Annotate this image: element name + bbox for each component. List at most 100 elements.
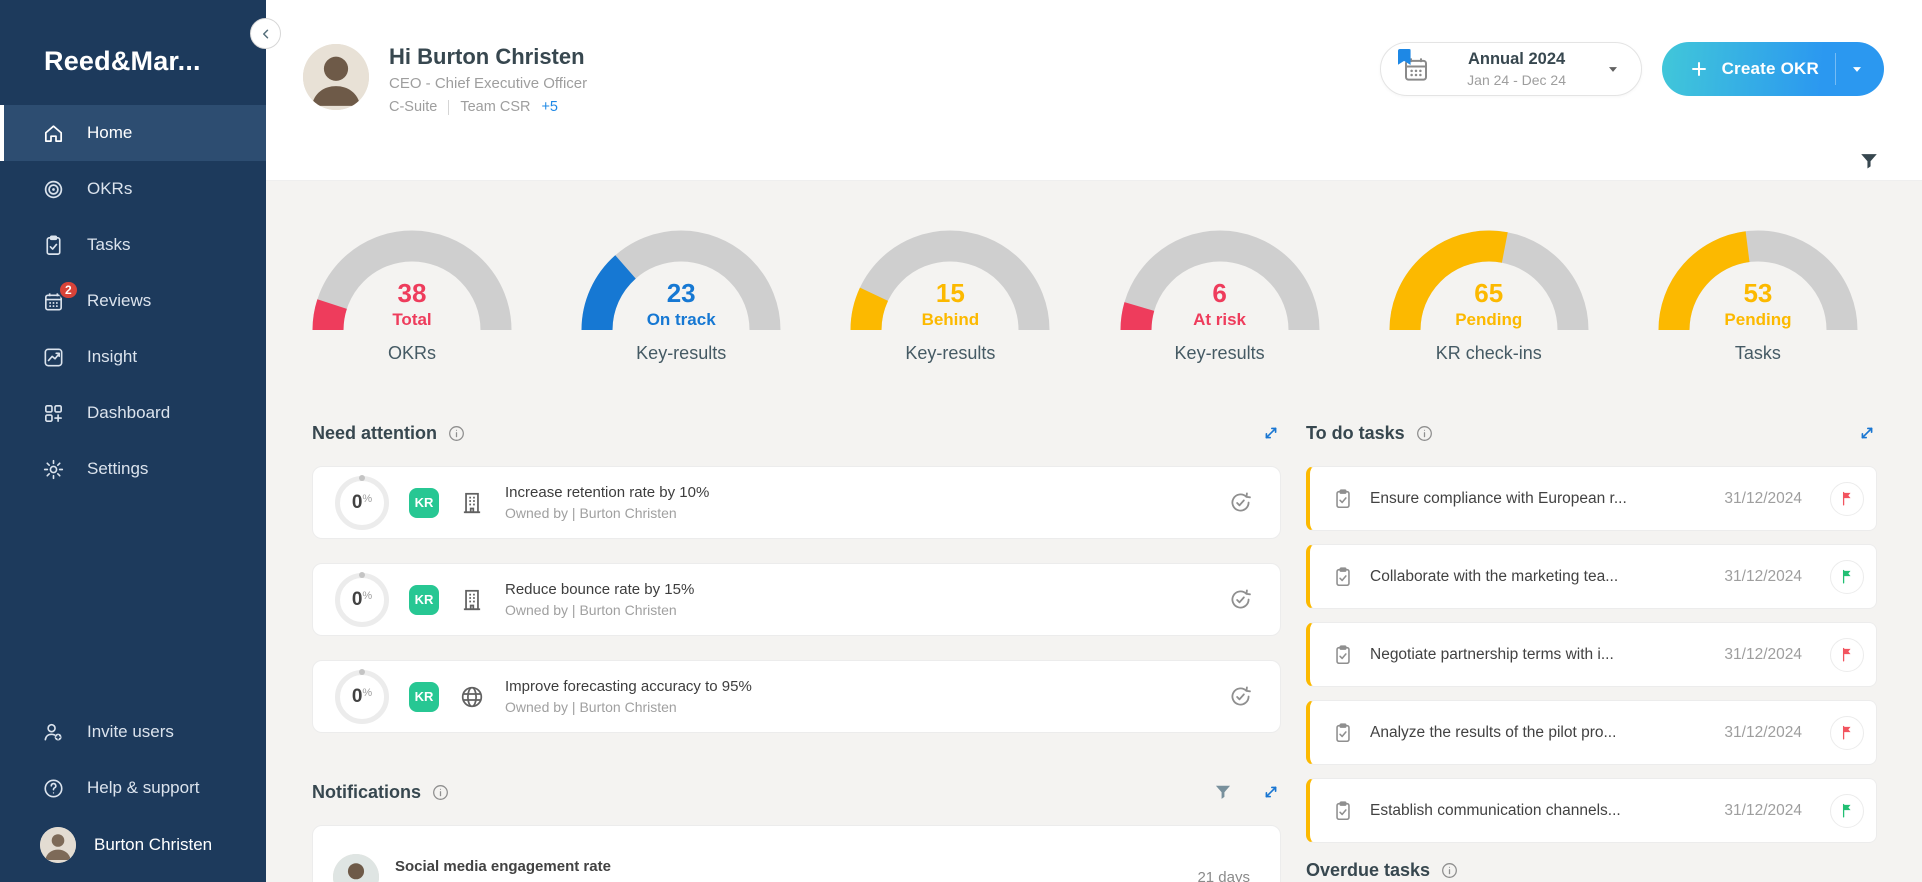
plus-icon <box>1688 58 1710 80</box>
task-title: Analyze the results of the pilot pro... <box>1370 724 1708 742</box>
priority-flag-button[interactable] <box>1830 716 1864 750</box>
app-root: Reed&Mar... Home OKRs Tasks Reviews 2 In… <box>0 0 1922 882</box>
sidebar-item-label: OKRs <box>87 179 132 199</box>
need-attention-card[interactable]: 0% KR Improve forecasting accuracy to 95… <box>312 660 1281 733</box>
check-in-icon[interactable] <box>1227 489 1254 516</box>
gauge-key-results-on-track: 23 On track Key-results <box>581 230 781 364</box>
sidebar-item-home[interactable]: Home <box>0 105 266 161</box>
task-card[interactable]: Analyze the results of the pilot pro... … <box>1306 700 1877 765</box>
gauge-status: Behind <box>850 310 1050 330</box>
team-primary: C-Suite <box>389 99 437 115</box>
filter-icon[interactable] <box>1213 782 1233 802</box>
dashboard-icon <box>42 402 65 425</box>
period-range: Jan 24 - Dec 24 <box>1447 72 1587 88</box>
sidebar-item-tasks[interactable]: Tasks <box>0 217 266 273</box>
task-card[interactable]: Collaborate with the marketing tea... 31… <box>1306 544 1877 609</box>
sidebar-nav: Home OKRs Tasks Reviews 2 Insight Dashbo… <box>0 105 266 497</box>
gauge-tasks-pending: 53 Pending Tasks <box>1658 230 1858 364</box>
kr-title: Increase retention rate by 10% <box>505 484 709 501</box>
gauge-category: Key-results <box>850 343 1050 364</box>
task-title: Ensure compliance with European r... <box>1370 490 1708 508</box>
page-header: Hi Burton Christen CEO - Chief Executive… <box>266 0 1922 181</box>
info-icon[interactable] <box>447 424 466 443</box>
user-avatar <box>40 827 76 863</box>
task-card[interactable]: Establish communication channels... 31/1… <box>1306 778 1877 843</box>
priority-flag-button[interactable] <box>1830 482 1864 516</box>
create-okr-dropdown-caret[interactable] <box>1836 59 1878 79</box>
sidebar-item-invite-users[interactable]: Invite users <box>0 704 266 760</box>
gauge-key-results-at-risk: 6 At risk Key-results <box>1120 230 1320 364</box>
task-due-date: 31/12/2024 <box>1724 724 1802 742</box>
progress-ring: 0% <box>335 573 389 627</box>
sidebar-item-insight[interactable]: Insight <box>0 329 266 385</box>
priority-flag-button[interactable] <box>1830 638 1864 672</box>
period-selector[interactable]: Annual 2024 Jan 24 - Dec 24 <box>1380 42 1642 96</box>
notification-title: Social media engagement rate <box>395 858 611 875</box>
progress-value: 0 <box>352 589 363 610</box>
sidebar-user[interactable]: Burton Christen <box>0 816 266 874</box>
kr-title: Improve forecasting accuracy to 95% <box>505 678 752 695</box>
task-card[interactable]: Ensure compliance with European r... 31/… <box>1306 466 1877 531</box>
caret-down-icon <box>1603 59 1623 79</box>
create-okr-button[interactable]: Create OKR <box>1662 42 1884 96</box>
period-title: Annual 2024 <box>1447 50 1587 69</box>
kr-badge: KR <box>409 682 439 712</box>
sidebar-item-settings[interactable]: Settings <box>0 441 266 497</box>
gauge-value: 65 <box>1389 278 1589 309</box>
task-title: Negotiate partnership terms with i... <box>1370 646 1708 664</box>
progress-unit: % <box>362 687 372 699</box>
expand-icon[interactable] <box>1261 782 1281 802</box>
kr-owner: Owned by | Burton Christen <box>505 602 694 618</box>
notification-avatar <box>333 854 379 882</box>
need-attention-card[interactable]: 0% KR Increase retention rate by 10% Own… <box>312 466 1281 539</box>
notification-card[interactable]: Social media engagement rate Edwardo has… <box>312 825 1281 882</box>
help-circle-icon <box>42 777 65 800</box>
gauge-value: 23 <box>581 278 781 309</box>
sidebar-item-okrs[interactable]: OKRs <box>0 161 266 217</box>
team-more-link[interactable]: +5 <box>541 99 558 115</box>
task-due-date: 31/12/2024 <box>1724 490 1802 508</box>
need-attention-card[interactable]: 0% KR Reduce bounce rate by 15% Owned by… <box>312 563 1281 636</box>
info-icon[interactable] <box>1415 424 1434 443</box>
gauge-status: On track <box>581 310 781 330</box>
header-controls: Annual 2024 Jan 24 - Dec 24 Create OKR <box>1380 42 1884 96</box>
expand-icon[interactable] <box>1857 423 1877 443</box>
team-row: C-Suite Team CSR +5 <box>389 99 587 115</box>
progress-ring: 0% <box>335 670 389 724</box>
check-in-icon[interactable] <box>1227 586 1254 613</box>
gauge-value: 38 <box>312 278 512 309</box>
priority-flag-button[interactable] <box>1830 794 1864 828</box>
task-due-date: 31/12/2024 <box>1724 568 1802 586</box>
home-icon <box>42 122 65 145</box>
sidebar-footer-nav: Invite users Help & support <box>0 704 266 816</box>
sidebar-item-label: Dashboard <box>87 403 170 423</box>
kr-badge: KR <box>409 585 439 615</box>
sidebar-collapse-button[interactable] <box>250 18 281 49</box>
gauges-row: 38 Total OKRs 23 On track Key-results 15… <box>266 181 1922 364</box>
clipboard-icon <box>42 234 65 257</box>
sidebar-item-help-support[interactable]: Help & support <box>0 760 266 816</box>
sidebar-item-label: Invite users <box>87 722 174 742</box>
task-card[interactable]: Negotiate partnership terms with i... 31… <box>1306 622 1877 687</box>
priority-flag-button[interactable] <box>1830 560 1864 594</box>
kr-owner: Owned by | Burton Christen <box>505 505 709 521</box>
calendar-period-icon <box>1401 54 1431 84</box>
sidebar-item-label: Tasks <box>87 235 130 255</box>
clipboard-check-icon <box>1332 644 1354 666</box>
info-icon[interactable] <box>431 783 450 802</box>
building-icon <box>459 587 485 613</box>
clipboard-check-icon <box>1332 722 1354 744</box>
sidebar-item-dashboard[interactable]: Dashboard <box>0 385 266 441</box>
filter-icon[interactable] <box>1858 150 1880 172</box>
gauge-value: 6 <box>1120 278 1320 309</box>
check-in-icon[interactable] <box>1227 683 1254 710</box>
clipboard-check-icon <box>1332 488 1354 510</box>
period-text: Annual 2024 Jan 24 - Dec 24 <box>1447 50 1587 88</box>
sidebar-item-reviews[interactable]: Reviews 2 <box>0 273 266 329</box>
expand-icon[interactable] <box>1261 423 1281 443</box>
profile-avatar[interactable] <box>303 44 369 110</box>
create-okr-label: Create OKR <box>1722 59 1819 79</box>
gauge-category: OKRs <box>312 343 512 364</box>
info-icon[interactable] <box>1440 861 1459 880</box>
sidebar-item-label: Insight <box>87 347 137 367</box>
